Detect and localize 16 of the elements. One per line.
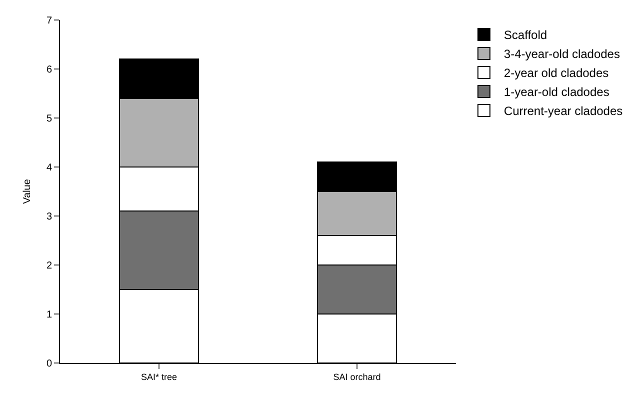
legend-label: 3-4-year-old cladodes [504,47,620,62]
x-tick-label: SAI orchard [333,372,381,382]
y-tick-label: 0 [46,358,52,370]
legend-label: 1-year-old cladodes [504,85,610,100]
legend-label: Scaffold [504,28,548,42]
y-tick-label: 2 [46,260,52,272]
y-axis-title: Value [22,178,33,204]
legend-label: Current-year cladodes [504,104,623,118]
x-tick-label: SAI* tree [140,372,178,382]
y-tick-label: 6 [46,64,52,76]
y-tick-label: 1 [46,310,52,320]
y-tick-label: 5 [46,114,52,124]
legend-label: 2-year old cladodes [504,66,609,80]
y-tick-label: 3 [46,212,52,222]
y-tick-label: 7 [46,16,52,26]
y-tick-label: 4 [46,162,52,174]
